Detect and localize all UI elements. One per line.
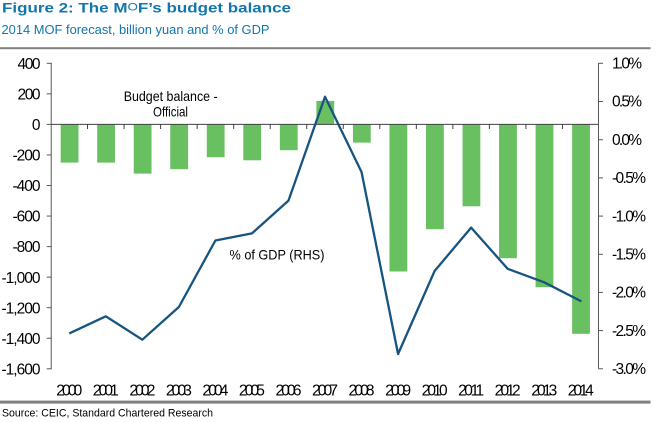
svg-text:2013: 2013 [531,383,557,400]
svg-text:-3.0%: -3.0% [612,361,646,378]
svg-text:-1,400: -1,400 [2,331,41,348]
svg-text:-200: -200 [13,148,41,165]
svg-text:Budget balance -: Budget balance - [124,88,218,104]
svg-text:2012: 2012 [495,383,521,400]
svg-text:-1,000: -1,000 [2,270,41,287]
svg-text:2005: 2005 [239,383,265,400]
svg-text:2007: 2007 [312,383,338,400]
svg-text:2010: 2010 [422,383,448,400]
svg-text:2004: 2004 [202,383,228,400]
svg-text:2006: 2006 [275,383,301,400]
svg-text:-1,200: -1,200 [2,300,41,317]
svg-text:-400: -400 [13,178,41,195]
svg-text:2003: 2003 [166,383,192,400]
svg-text:% of GDP (RHS): % of GDP (RHS) [230,246,325,262]
svg-text:Source: CEIC, Standard Charter: Source: CEIC, Standard Chartered Researc… [2,407,213,419]
svg-text:200: 200 [18,86,41,103]
svg-text:2000: 2000 [56,383,82,400]
svg-text:0.0%: 0.0% [612,132,642,149]
svg-text:2011: 2011 [458,383,484,400]
svg-text:2002: 2002 [129,383,155,400]
svg-text:1.0%: 1.0% [612,56,642,73]
svg-text:2009: 2009 [385,383,411,400]
svg-text:-600: -600 [13,209,41,226]
svg-text:-1,600: -1,600 [2,361,41,378]
svg-text:-2.0%: -2.0% [612,285,646,302]
svg-text:-1.5%: -1.5% [612,247,646,264]
svg-text:Figure 2: The MOF’s budget bal: Figure 2: The M O F’s budget balance [2,0,291,16]
svg-text:-2.5%: -2.5% [612,323,646,340]
svg-text:2001: 2001 [93,383,119,400]
svg-text:2014 MOF forecast, billion yua: 2014 MOF forecast, billion yuan and % of… [2,22,270,37]
svg-text:0: 0 [32,117,41,134]
svg-text:-800: -800 [13,239,41,256]
svg-text:-1.0%: -1.0% [612,208,646,225]
svg-text:2008: 2008 [349,383,375,400]
svg-text:400: 400 [18,56,41,73]
svg-text:0.5%: 0.5% [612,94,642,111]
svg-text:2014: 2014 [568,383,594,400]
svg-text:-0.5%: -0.5% [612,170,646,187]
svg-text:Official: Official [153,103,188,119]
